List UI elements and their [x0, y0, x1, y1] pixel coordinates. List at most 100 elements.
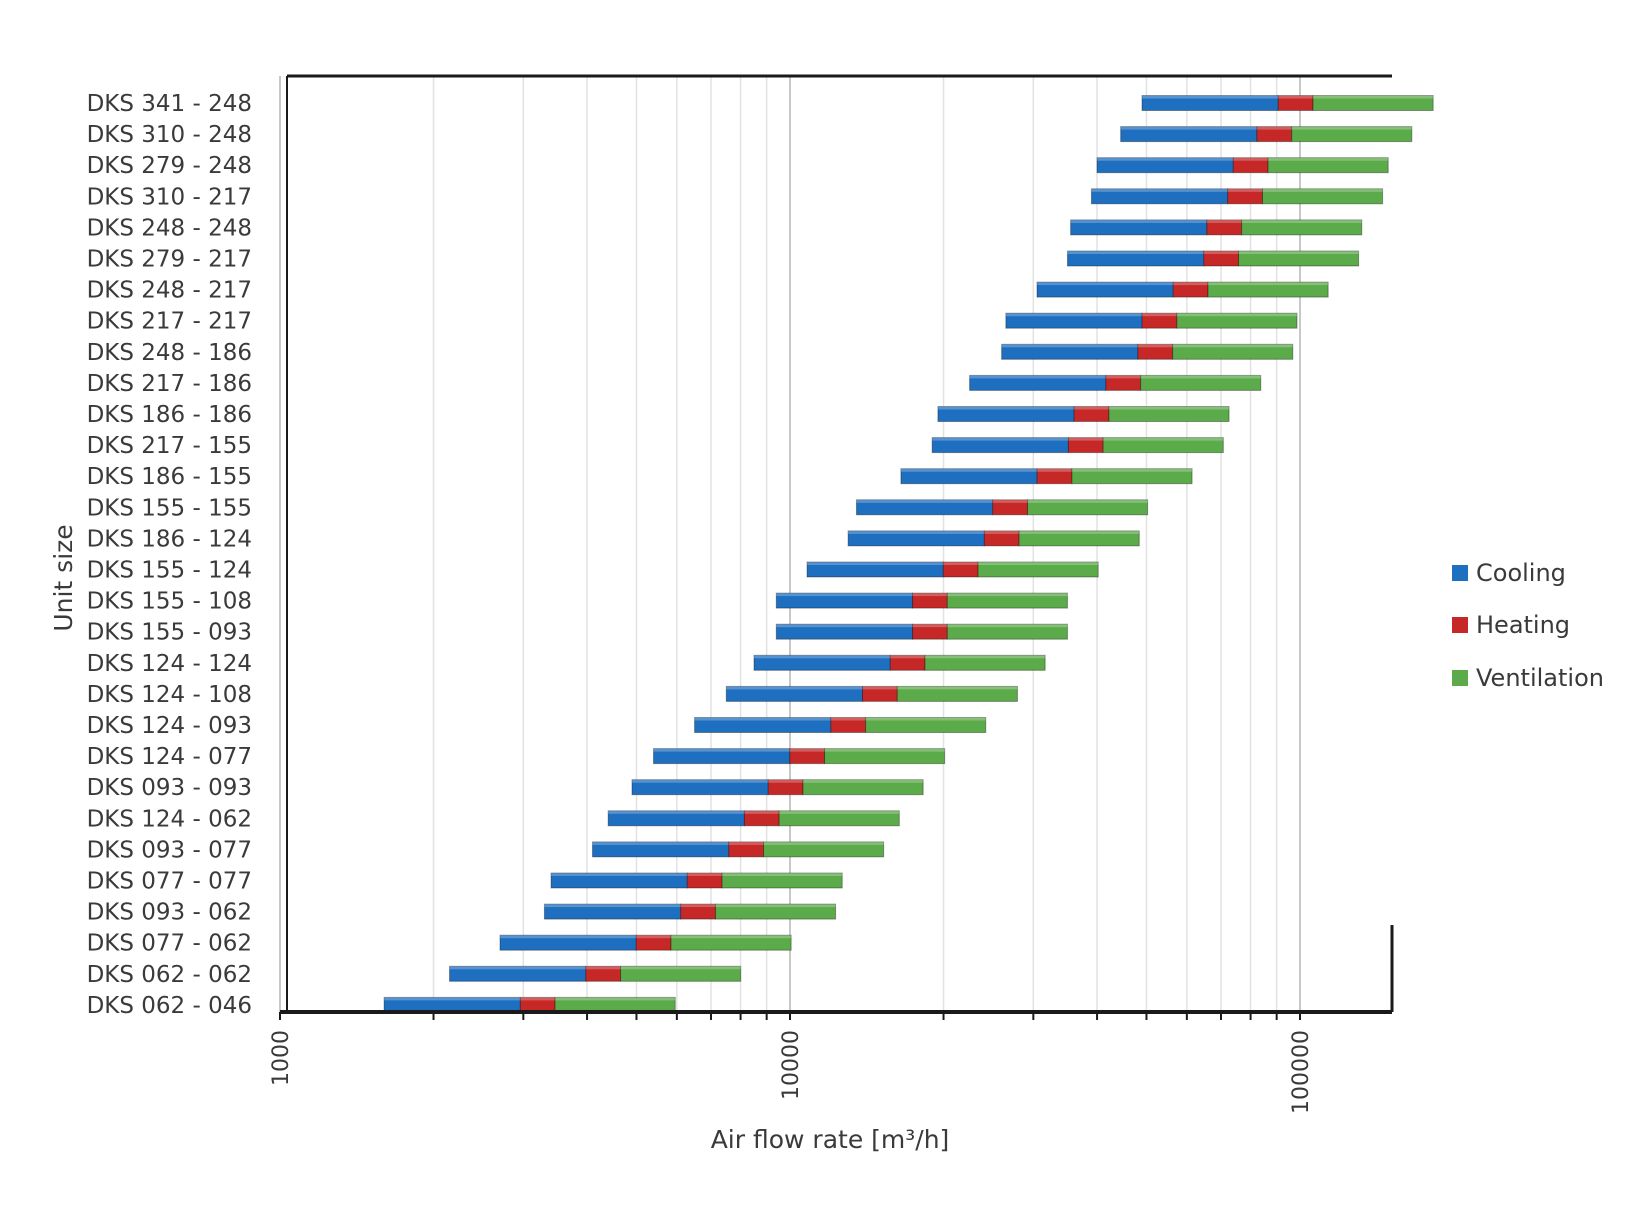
- legend: Cooling Heating Ventilation: [1452, 559, 1604, 692]
- category-label: DKS 186 - 155: [87, 464, 252, 490]
- bar-highlight: [384, 997, 521, 1001]
- bar-highlight: [1027, 499, 1148, 503]
- bar-segment-ventilation: [721, 872, 843, 889]
- bar-highlight: [754, 655, 891, 659]
- bar-highlight: [544, 904, 681, 908]
- bar-highlight: [943, 562, 979, 565]
- category-label: DKS 155 - 155: [87, 495, 252, 521]
- bar-highlight: [680, 904, 716, 908]
- bar-highlight: [715, 904, 836, 908]
- bar-highlight: [1256, 126, 1292, 130]
- bar-segment-ventilation: [1312, 95, 1434, 111]
- y-axis-title: Unit size: [49, 524, 78, 631]
- legend-label-heating: Heating: [1476, 611, 1570, 639]
- bar-segment-ventilation: [1176, 312, 1298, 329]
- bar-highlight: [1278, 95, 1314, 99]
- x-tick-label: 1000: [269, 1030, 294, 1086]
- bar-highlight: [925, 655, 1046, 659]
- bar-segment-ventilation: [946, 623, 1068, 640]
- bar-segment-ventilation: [802, 779, 924, 796]
- bar-highlight: [984, 530, 1020, 534]
- bar-highlight: [969, 375, 1106, 379]
- bar-highlight: [865, 717, 986, 721]
- bar-highlight: [1241, 219, 1362, 223]
- bar-segment-ventilation: [946, 592, 1068, 609]
- bar-segment-ventilation: [1207, 281, 1329, 298]
- bar-highlight: [1071, 468, 1193, 472]
- bar-segment-ventilation: [865, 717, 987, 733]
- category-label: DKS 124 - 077: [87, 744, 252, 770]
- bar-segment-ventilation: [1291, 126, 1413, 143]
- bar-segment-ventilation: [1172, 343, 1294, 360]
- bar-highlight: [585, 966, 621, 970]
- bar-highlight: [1137, 344, 1173, 348]
- bar-highlight: [620, 966, 741, 970]
- bar-highlight: [779, 810, 900, 814]
- legend-swatch-cooling: [1452, 565, 1468, 581]
- bar-highlight: [636, 935, 672, 939]
- bar-highlight: [1227, 188, 1263, 192]
- bar-highlight: [1037, 468, 1072, 472]
- bar-highlight: [776, 624, 913, 628]
- category-label: DKS 155 - 093: [87, 620, 252, 646]
- bar-highlight: [671, 935, 792, 939]
- bar-highlight: [912, 624, 948, 628]
- category-label: DKS 155 - 124: [87, 558, 252, 584]
- bar-segment-ventilation: [924, 654, 1046, 671]
- bar-highlight: [900, 468, 1038, 472]
- bar-segment-ventilation: [1261, 188, 1384, 205]
- bar-highlight: [1105, 375, 1141, 379]
- bar-highlight: [856, 499, 993, 503]
- bar-highlight: [862, 686, 898, 690]
- bar-highlight: [694, 717, 831, 721]
- bar-highlight: [1172, 344, 1293, 348]
- bar-highlight: [726, 686, 863, 690]
- bar-highlight: [824, 748, 945, 752]
- category-label: DKS 155 - 108: [87, 589, 252, 615]
- bar-highlight: [1206, 219, 1242, 223]
- bar-highlight: [1074, 406, 1109, 410]
- bar-highlight: [551, 873, 688, 876]
- bar-highlight: [912, 593, 948, 597]
- bar-highlight: [947, 593, 1068, 597]
- bar-highlight: [947, 624, 1068, 628]
- category-label: DKS 124 - 062: [87, 806, 252, 832]
- bar-highlight: [1120, 126, 1257, 130]
- category-label: DKS 217 - 186: [87, 371, 252, 397]
- category-label: DKS 248 - 217: [87, 278, 252, 304]
- legend-label-cooling: Cooling: [1476, 559, 1566, 587]
- category-label: DKS 248 - 186: [87, 340, 252, 366]
- bar-highlight: [608, 810, 745, 814]
- legend-swatch-ventilation: [1452, 670, 1468, 686]
- bar-highlight: [1313, 95, 1434, 99]
- bar-segment-ventilation: [1238, 250, 1360, 267]
- bar-highlight: [992, 499, 1028, 503]
- bar-highlight: [744, 810, 780, 814]
- bar-segment-ventilation: [1018, 530, 1140, 547]
- bar-segment-ventilation: [824, 748, 946, 765]
- bar-highlight: [1238, 251, 1359, 254]
- bar-segment-ventilation: [1027, 499, 1149, 516]
- bar-highlight: [722, 873, 843, 876]
- category-label: DKS 124 - 124: [87, 651, 252, 677]
- category-label: DKS 093 - 093: [87, 775, 252, 801]
- bar-highlight: [1203, 251, 1239, 254]
- category-label: DKS 093 - 062: [87, 900, 252, 926]
- bar-highlight: [1140, 375, 1261, 379]
- bar-segment-ventilation: [977, 561, 1099, 578]
- category-label: DKS 077 - 077: [87, 869, 252, 895]
- bar-segment-cooling: [1096, 157, 1234, 174]
- bar-highlight: [1067, 251, 1204, 254]
- bar-highlight: [449, 966, 586, 970]
- category-label: DKS 310 - 248: [87, 122, 252, 148]
- bar-segment-ventilation: [1267, 157, 1389, 174]
- bars: [383, 95, 1434, 1013]
- category-label: DKS 062 - 046: [87, 993, 252, 1019]
- bar-segment-ventilation: [714, 903, 837, 920]
- bar-segment-ventilation: [1071, 468, 1193, 485]
- bar-highlight: [499, 935, 637, 939]
- bar-highlight: [1268, 157, 1389, 161]
- x-tick-label: 100000: [1289, 1030, 1314, 1114]
- bar-highlight: [890, 655, 926, 659]
